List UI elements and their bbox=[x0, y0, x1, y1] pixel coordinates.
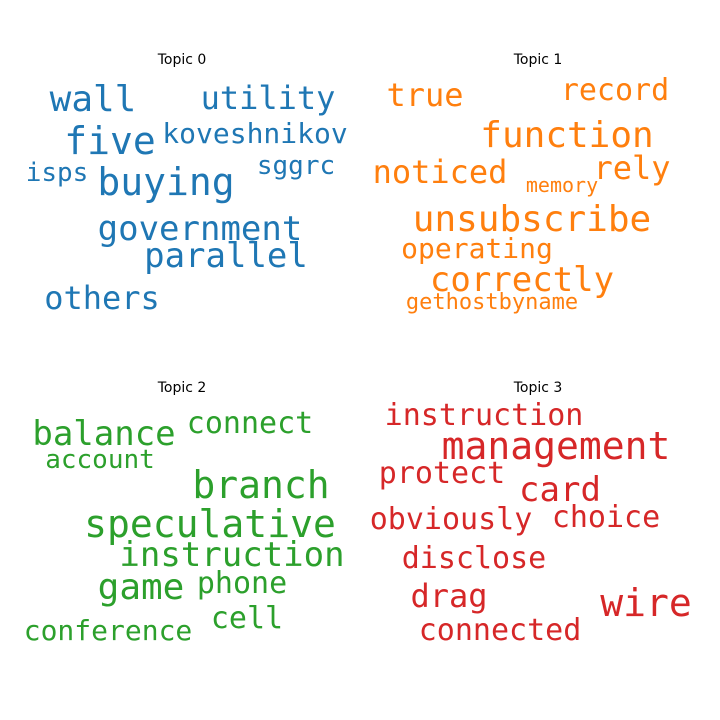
topic-0-word-utility: utility bbox=[200, 79, 336, 117]
topic-1-title: Topic 1 bbox=[513, 52, 563, 68]
topic-3-title: Topic 3 bbox=[513, 380, 563, 396]
topic-2-panel: Topic 2 balance connect account branch specu… bbox=[0, 360, 360, 720]
topic-1-word-unsubscribe: unsubscribe bbox=[412, 199, 652, 240]
topic-2-word-cell: cell bbox=[210, 601, 284, 636]
topic-2-word-phone: phone bbox=[196, 566, 288, 601]
topic-2-word-game: game bbox=[97, 567, 185, 608]
topic-1-word-memory: memory bbox=[525, 173, 599, 197]
topic-3-panel: Topic 3 instruction management protect card… bbox=[360, 360, 720, 720]
topic-1-word-gethostbyname: gethostbyname bbox=[405, 290, 579, 315]
topic-2-word-connect: connect bbox=[186, 406, 314, 441]
topic-0-word-wall: wall bbox=[49, 79, 137, 120]
topic-3-word-obviously: obviously bbox=[369, 502, 533, 537]
topic-3-word-instruction: instruction bbox=[384, 398, 584, 433]
topic-3-word-management: management bbox=[441, 424, 671, 468]
topic-0-word-sggrc: sggrc bbox=[256, 151, 336, 181]
topic-2-word-balance: balance bbox=[32, 414, 176, 454]
topic-2-word-speculative: speculative bbox=[84, 502, 336, 546]
topic-1-word-operating: operating bbox=[401, 232, 553, 265]
topic-1-word-true: true bbox=[386, 76, 464, 114]
topic-0-word-others: others bbox=[44, 279, 160, 317]
topic-0-word-koveshnikov: koveshnikov bbox=[162, 117, 348, 150]
topic-3-word-connected: connected bbox=[418, 613, 582, 648]
topic-3-word-choice: choice bbox=[551, 500, 661, 535]
topic-2-word-conference: conference bbox=[23, 614, 193, 647]
topic-2-title: Topic 2 bbox=[157, 380, 207, 396]
topic-2-word-branch: branch bbox=[192, 463, 330, 507]
topic-1-word-record: record bbox=[560, 73, 670, 108]
topic-3-word-card: card bbox=[519, 470, 601, 510]
topic-0-title: Topic 0 bbox=[157, 52, 207, 68]
topic-0-word-isps: isps bbox=[25, 158, 89, 188]
topic-1-word-function: function bbox=[480, 115, 654, 156]
topic-1-panel: Topic 1 true record function noticed rely mem… bbox=[360, 0, 720, 360]
topic-2-word-instruction: instruction bbox=[119, 535, 345, 575]
topic-3-word-drag: drag bbox=[410, 577, 488, 615]
topic-1-word-noticed: noticed bbox=[372, 153, 508, 191]
topic-0-word-government: government bbox=[97, 209, 303, 249]
topic-0-word-parallel: parallel bbox=[144, 236, 308, 276]
topic-3-word-protect: protect bbox=[378, 456, 506, 491]
topic-3-word-disclose: disclose bbox=[401, 541, 547, 576]
topic-2-word-account: account bbox=[45, 445, 155, 475]
topic-0-word-buying: buying bbox=[97, 160, 235, 204]
topic-0-panel: Topic 0 wall utility five koveshnikov buying… bbox=[0, 0, 360, 360]
topic-3-word-wire: wire bbox=[600, 581, 692, 625]
topic-1-word-correctly: correctly bbox=[429, 260, 615, 300]
topic-1-word-rely: rely bbox=[593, 149, 671, 187]
topic-0-word-five: five bbox=[64, 119, 156, 163]
